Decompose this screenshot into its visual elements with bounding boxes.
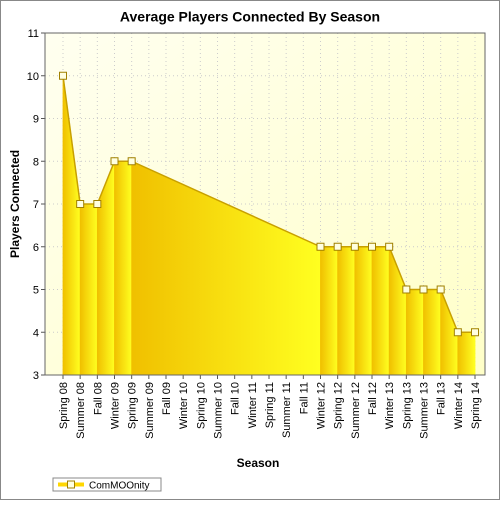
x-tick-label: Spring 11 [264, 382, 276, 428]
legend-box [52, 477, 162, 492]
y-tick-label: 4 [33, 327, 39, 339]
marker [419, 285, 428, 294]
x-tick-label: Spring 08 [58, 382, 70, 429]
legend-label: ComMOOnity [89, 481, 150, 492]
x-tick-label: Fall 11 [298, 382, 310, 414]
marker [385, 242, 394, 251]
x-tick-label: Fall 10 [230, 382, 242, 415]
layer: 3 4 5 6 7 8 9 10 11 Spring 08 Summer 08 Fall 08 Wint… [27, 28, 486, 492]
x-tick-label: Fall 09 [161, 382, 173, 415]
y-tick-label: 8 [33, 156, 39, 168]
y-tick-label: 6 [33, 242, 39, 254]
x-tick-label: Spring 13 [401, 382, 413, 429]
marker [368, 242, 376, 251]
marker [59, 71, 67, 80]
x-tick-label: Summer 12 [350, 382, 362, 439]
area-segment [320, 246, 339, 376]
x-tick-label: Winter 13 [384, 382, 396, 429]
chart-title: Average Players Connected By Season [120, 9, 380, 25]
y-tick-label: 5 [33, 285, 39, 297]
x-axis-title: Season [237, 456, 280, 470]
y-tick-label: 10 [27, 71, 39, 83]
area-segment [457, 331, 476, 376]
y-tick-label: 11 [28, 28, 39, 40]
x-tick-label: Summer 11 [281, 382, 293, 438]
x-tick-label: Fall 08 [92, 382, 104, 415]
y-axis-title: Players Connected [8, 150, 22, 258]
x-tick-label: Winter 10 [178, 382, 190, 429]
plot-border [44, 32, 486, 376]
x-tick-label: Spring 10 [195, 382, 207, 429]
area-segment [423, 289, 442, 376]
line-segment [131, 160, 321, 248]
line-segment [62, 75, 81, 205]
x-tick-label: Fall 13 [436, 382, 448, 415]
x-tick-label: Fall 12 [367, 382, 379, 415]
x-tick-label: Winter 14 [453, 382, 465, 429]
x-tick-label: Summer 10 [213, 382, 225, 439]
marker [127, 157, 136, 166]
y-tick-label: 9 [33, 114, 39, 126]
line-segment [439, 289, 459, 333]
x-tick-label: Winter 12 [316, 382, 328, 429]
marker [453, 328, 462, 337]
x-tick-label: Spring 09 [127, 382, 139, 429]
y-tick-label: 7 [33, 199, 39, 211]
marker [402, 285, 411, 294]
x-tick-label: Spring 12 [333, 382, 345, 429]
area-segment [114, 160, 133, 376]
x-tick-label: Winter 09 [110, 382, 122, 429]
y-tick-label: 3 [33, 370, 39, 382]
x-tick-label: Spring 14 [470, 382, 482, 429]
area-segment [79, 203, 98, 376]
legend-marker [67, 480, 75, 489]
x-tick-label: Summer 13 [419, 382, 431, 439]
marker [76, 200, 85, 208]
marker [350, 242, 359, 251]
line-segment [388, 246, 408, 290]
area-segment [354, 246, 373, 376]
x-tick-label: Summer 08 [75, 382, 87, 439]
x-tick-label: Winter 11 [247, 382, 259, 428]
area-segment [337, 246, 356, 376]
x-tick-label: Summer 09 [144, 382, 156, 439]
marker [436, 285, 445, 294]
area-segment [405, 289, 424, 376]
line-segment [96, 160, 116, 205]
marker [471, 328, 479, 337]
marker [110, 157, 119, 166]
area-segment [371, 246, 390, 376]
marker [93, 200, 102, 208]
marker [316, 242, 325, 251]
marker [333, 242, 342, 251]
